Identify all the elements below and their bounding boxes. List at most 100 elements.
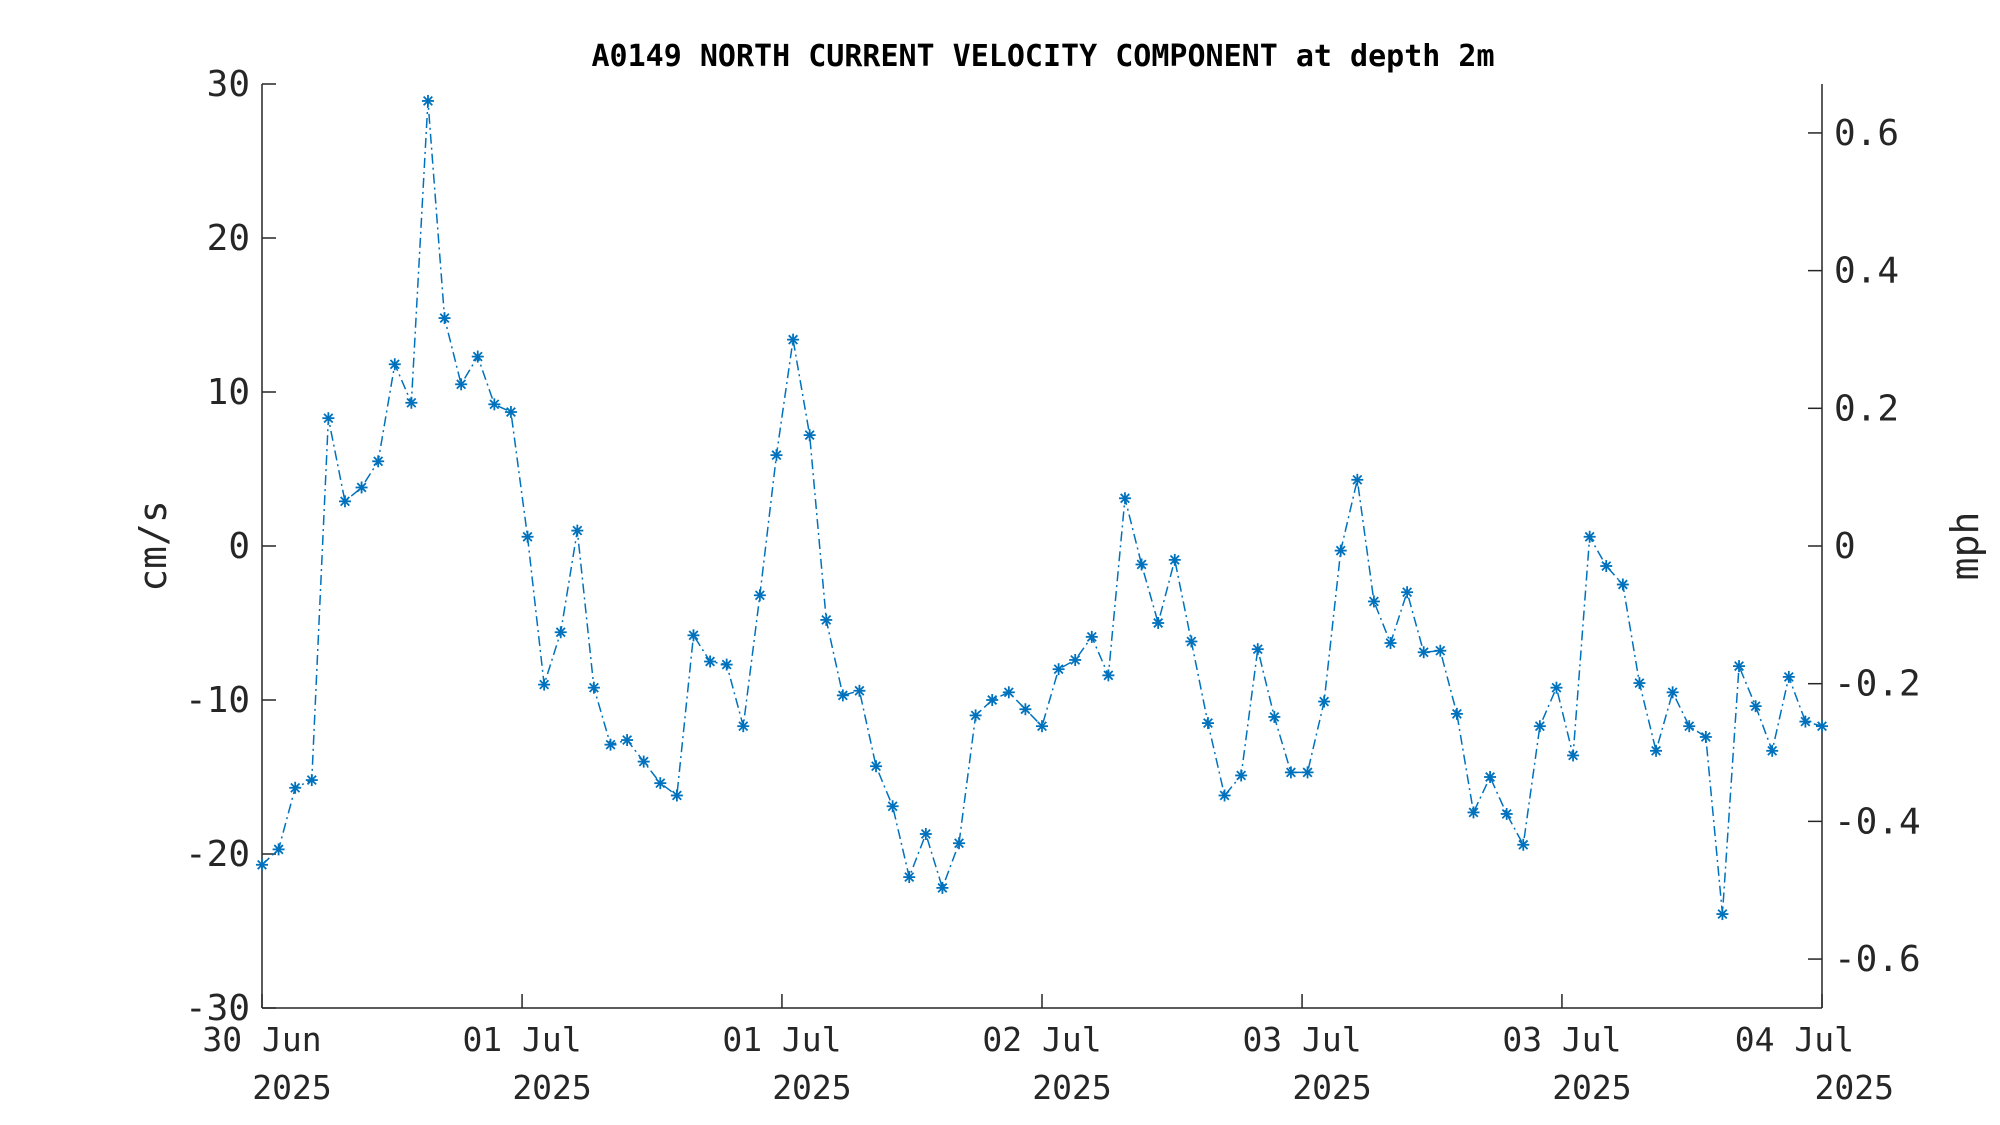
data-point-marker bbox=[1633, 677, 1646, 690]
data-point-marker bbox=[305, 774, 318, 787]
data-point-marker bbox=[438, 312, 451, 325]
data-point-marker bbox=[1666, 686, 1679, 699]
data-point-marker bbox=[1600, 560, 1613, 573]
series-line bbox=[261, 100, 1823, 915]
x-tick-label-date: 30 Jun bbox=[202, 1020, 321, 1059]
y-tick-label-right: -0.2 bbox=[1834, 664, 1921, 705]
data-point-marker bbox=[1467, 806, 1480, 819]
x-tick-label-year: 2025 bbox=[1815, 1068, 1894, 1107]
data-point-marker bbox=[1500, 807, 1513, 820]
x-tick-label-year: 2025 bbox=[512, 1068, 591, 1107]
y-tick-label-right: 0.4 bbox=[1834, 251, 1899, 292]
data-point-marker bbox=[1019, 703, 1032, 716]
data-point-marker bbox=[1550, 681, 1563, 694]
data-point-marker bbox=[1218, 789, 1231, 802]
data-point-marker bbox=[604, 738, 617, 751]
data-point-marker bbox=[1782, 670, 1795, 683]
data-point-marker bbox=[338, 495, 351, 508]
data-point-marker bbox=[1816, 720, 1828, 733]
data-point-marker bbox=[1351, 473, 1364, 486]
data-point-marker bbox=[870, 760, 883, 773]
data-point-marker bbox=[455, 378, 468, 391]
data-point-marker bbox=[1301, 766, 1314, 779]
data-point-marker bbox=[538, 678, 551, 691]
y-tick-label-left: 0 bbox=[228, 526, 250, 567]
data-point-marker bbox=[936, 881, 949, 894]
data-point-marker bbox=[504, 406, 517, 419]
data-point-marker bbox=[886, 800, 899, 813]
y-tick-label-right: 0.6 bbox=[1834, 113, 1899, 154]
data-point-marker bbox=[1401, 586, 1414, 599]
data-point-marker bbox=[803, 429, 816, 442]
x-tick-label-date: 01 Jul bbox=[462, 1020, 581, 1059]
y-tick-label-left: 20 bbox=[207, 218, 250, 259]
y-tick-label-right: -0.4 bbox=[1834, 801, 1921, 842]
data-point-marker bbox=[1367, 595, 1380, 608]
data-point-marker bbox=[1384, 637, 1397, 650]
data-point-marker bbox=[289, 781, 302, 794]
x-tick-label-year: 2025 bbox=[1552, 1068, 1631, 1107]
data-point-marker bbox=[1583, 530, 1596, 543]
data-point-marker bbox=[1002, 686, 1015, 699]
data-point-marker bbox=[1517, 838, 1530, 851]
data-point-marker bbox=[1251, 643, 1264, 656]
chart-title: A0149 NORTH CURRENT VELOCITY COMPONENT a… bbox=[591, 39, 1494, 74]
left-y-ticks: 30 20 10 0 -10 -20 -30 bbox=[185, 64, 276, 1029]
data-point-marker bbox=[1085, 630, 1098, 643]
data-point-marker bbox=[753, 589, 766, 602]
data-point-marker bbox=[1318, 695, 1331, 708]
data-point-marker bbox=[1699, 730, 1712, 743]
data-point-marker bbox=[1268, 710, 1281, 723]
right-y-ticks: 0.6 0.4 0.2 0 -0.2 -0.4 -0.6 bbox=[1808, 113, 1921, 980]
data-point-marker bbox=[853, 684, 866, 697]
data-point-marker bbox=[1650, 744, 1663, 757]
data-point-marker bbox=[1749, 700, 1762, 713]
data-point-marker bbox=[1185, 635, 1198, 648]
data-point-marker bbox=[1118, 492, 1131, 505]
x-tick-label-year: 2025 bbox=[252, 1068, 331, 1107]
data-point-marker bbox=[587, 681, 600, 694]
y-tick-label-right: 0 bbox=[1834, 526, 1856, 567]
data-point-marker bbox=[1434, 644, 1447, 657]
data-point-marker bbox=[654, 777, 667, 790]
x-tick-label-date: 04 Jul bbox=[1735, 1020, 1854, 1059]
data-point-marker bbox=[621, 734, 634, 747]
x-tick-label-date: 02 Jul bbox=[982, 1020, 1101, 1059]
data-point-marker bbox=[1201, 717, 1214, 730]
data-point-marker bbox=[1484, 771, 1497, 783]
data-point-marker bbox=[1716, 908, 1729, 921]
left-y-axis-label: cm/s bbox=[131, 500, 175, 592]
x-tick-label-year: 2025 bbox=[772, 1068, 851, 1107]
data-point-marker bbox=[571, 524, 584, 537]
y-tick-label-left: -10 bbox=[185, 680, 250, 721]
data-point-marker bbox=[1334, 544, 1347, 557]
data-point-marker bbox=[737, 720, 750, 733]
data-point-marker bbox=[720, 658, 733, 671]
x-tick-label-year: 2025 bbox=[1292, 1068, 1371, 1107]
x-tick-label-year: 2025 bbox=[1032, 1068, 1111, 1107]
data-point-marker bbox=[820, 613, 833, 626]
x-ticks: 30 Jun 2025 01 Jul 2025 01 Jul 2025 02 Jul 2025… bbox=[202, 994, 1894, 1107]
y-tick-label-right: 0.2 bbox=[1834, 388, 1899, 429]
data-point-marker bbox=[1069, 653, 1082, 666]
data-point-marker bbox=[670, 789, 683, 802]
data-point-marker bbox=[1450, 707, 1463, 720]
x-tick-label-date: 01 Jul bbox=[722, 1020, 841, 1059]
data-point-marker bbox=[405, 396, 418, 409]
data-point-marker bbox=[1168, 553, 1181, 566]
data-point-marker bbox=[1152, 617, 1165, 629]
y-tick-label-left: 10 bbox=[207, 372, 250, 413]
data-point-marker bbox=[256, 858, 268, 871]
data-point-marker bbox=[355, 481, 368, 494]
data-point-marker bbox=[322, 412, 335, 425]
data-point-marker bbox=[1417, 646, 1430, 659]
data-point-marker bbox=[1567, 749, 1580, 762]
data-point-marker bbox=[554, 626, 567, 639]
y-tick-label-left: 30 bbox=[207, 64, 250, 105]
data-point-marker bbox=[704, 655, 717, 668]
y-tick-label-left: -20 bbox=[185, 834, 250, 875]
data-point-marker bbox=[471, 350, 484, 363]
data-point-marker bbox=[787, 333, 800, 346]
data-point-marker bbox=[372, 455, 385, 468]
